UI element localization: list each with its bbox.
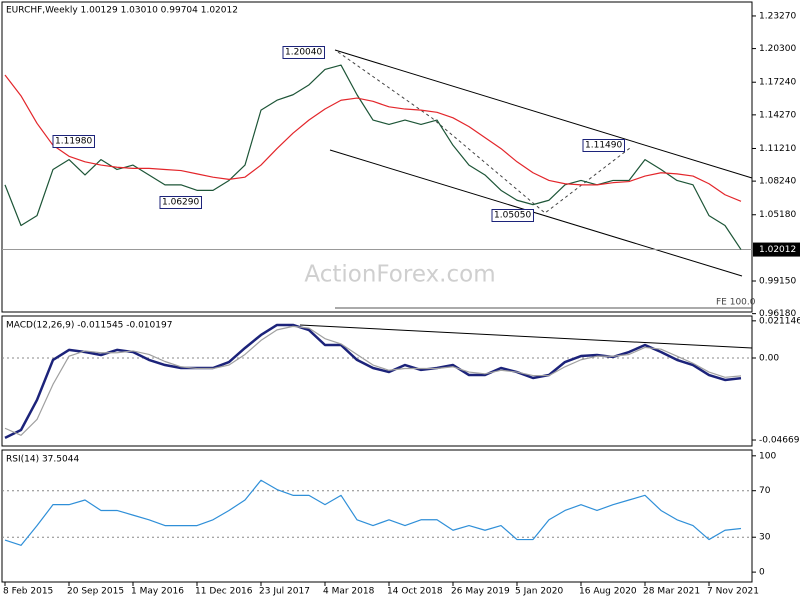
- y-tick-label: 70: [759, 486, 771, 496]
- x-tick-label: 28 Mar 2021: [643, 587, 700, 597]
- x-tick-label: 1 May 2016: [131, 587, 184, 597]
- macd-trend-line: [299, 324, 753, 349]
- rsi-title: RSI(14) 37.5044: [6, 455, 79, 465]
- x-tick-label: 16 Aug 2020: [579, 587, 637, 597]
- last-price-label: 1.02012: [759, 245, 796, 255]
- annotation: 1.11490: [585, 141, 622, 151]
- y-tick-label: 1.23270: [759, 11, 796, 21]
- x-tick-label: 7 Nov 2021: [707, 587, 759, 597]
- x-tick-label: 11 Dec 2016: [195, 587, 253, 597]
- watermark: ActionForex.com: [304, 262, 495, 288]
- y-tick-label: 0.021146: [759, 316, 800, 326]
- x-tick-label: 23 Jul 2017: [259, 587, 310, 597]
- annotation-box: [582, 139, 625, 152]
- y-tick-label: 1.14270: [759, 110, 796, 120]
- x-tick-label: 4 Mar 2018: [323, 587, 375, 597]
- y-tick-label: 1.20300: [759, 44, 796, 54]
- x-tick-label: 8 Feb 2015: [3, 587, 53, 597]
- annotation: FE 100.0: [716, 298, 756, 308]
- series-line: [4, 74, 742, 202]
- annotation-box: [159, 196, 202, 209]
- annotation-box: [282, 46, 325, 59]
- price-panel: [1, 1, 753, 313]
- annotation: 1.05050: [494, 211, 531, 221]
- y-tick-label: 1.17240: [759, 78, 796, 88]
- y-tick-label: 0.99150: [759, 277, 796, 287]
- y-tick-label: 1.11210: [759, 144, 796, 154]
- y-tick-label: 1.08240: [759, 177, 796, 187]
- annotation-box: [491, 209, 534, 222]
- y-tick-label: 0: [759, 568, 765, 578]
- channel-line: [334, 49, 753, 179]
- y-tick-label: 30: [759, 533, 771, 543]
- annotation-box: [52, 135, 95, 148]
- macd-panel: [1, 315, 753, 447]
- series-line: [4, 64, 742, 250]
- projection-line: [337, 51, 631, 214]
- y-tick-label: 1.05180: [759, 210, 796, 220]
- price-title: EURCHF,Weekly 1.00129 1.03010 0.99704 1.…: [6, 6, 238, 16]
- x-tick-label: 5 Jan 2020: [515, 587, 563, 597]
- y-tick-label: 0.96180: [759, 309, 796, 319]
- y-tick-label: 0.00: [759, 353, 779, 363]
- series-line: [4, 479, 742, 546]
- y-tick-label: -0.046699: [759, 436, 800, 446]
- macd-title: MACD(12,26,9) -0.011545 -0.010197: [6, 321, 172, 331]
- annotation: 1.11980: [55, 137, 92, 147]
- series-line: [4, 325, 742, 436]
- y-tick-label: 100: [759, 451, 776, 461]
- annotation: 1.20040: [285, 48, 322, 58]
- channel-line: [329, 149, 743, 277]
- last-price-box: [753, 242, 800, 257]
- annotation: 1.06290: [162, 198, 199, 208]
- x-tick-label: 20 Sep 2015: [67, 587, 124, 597]
- rsi-panel: [1, 449, 753, 583]
- x-tick-label: 26 May 2019: [451, 587, 510, 597]
- x-tick-label: 14 Oct 2018: [387, 587, 443, 597]
